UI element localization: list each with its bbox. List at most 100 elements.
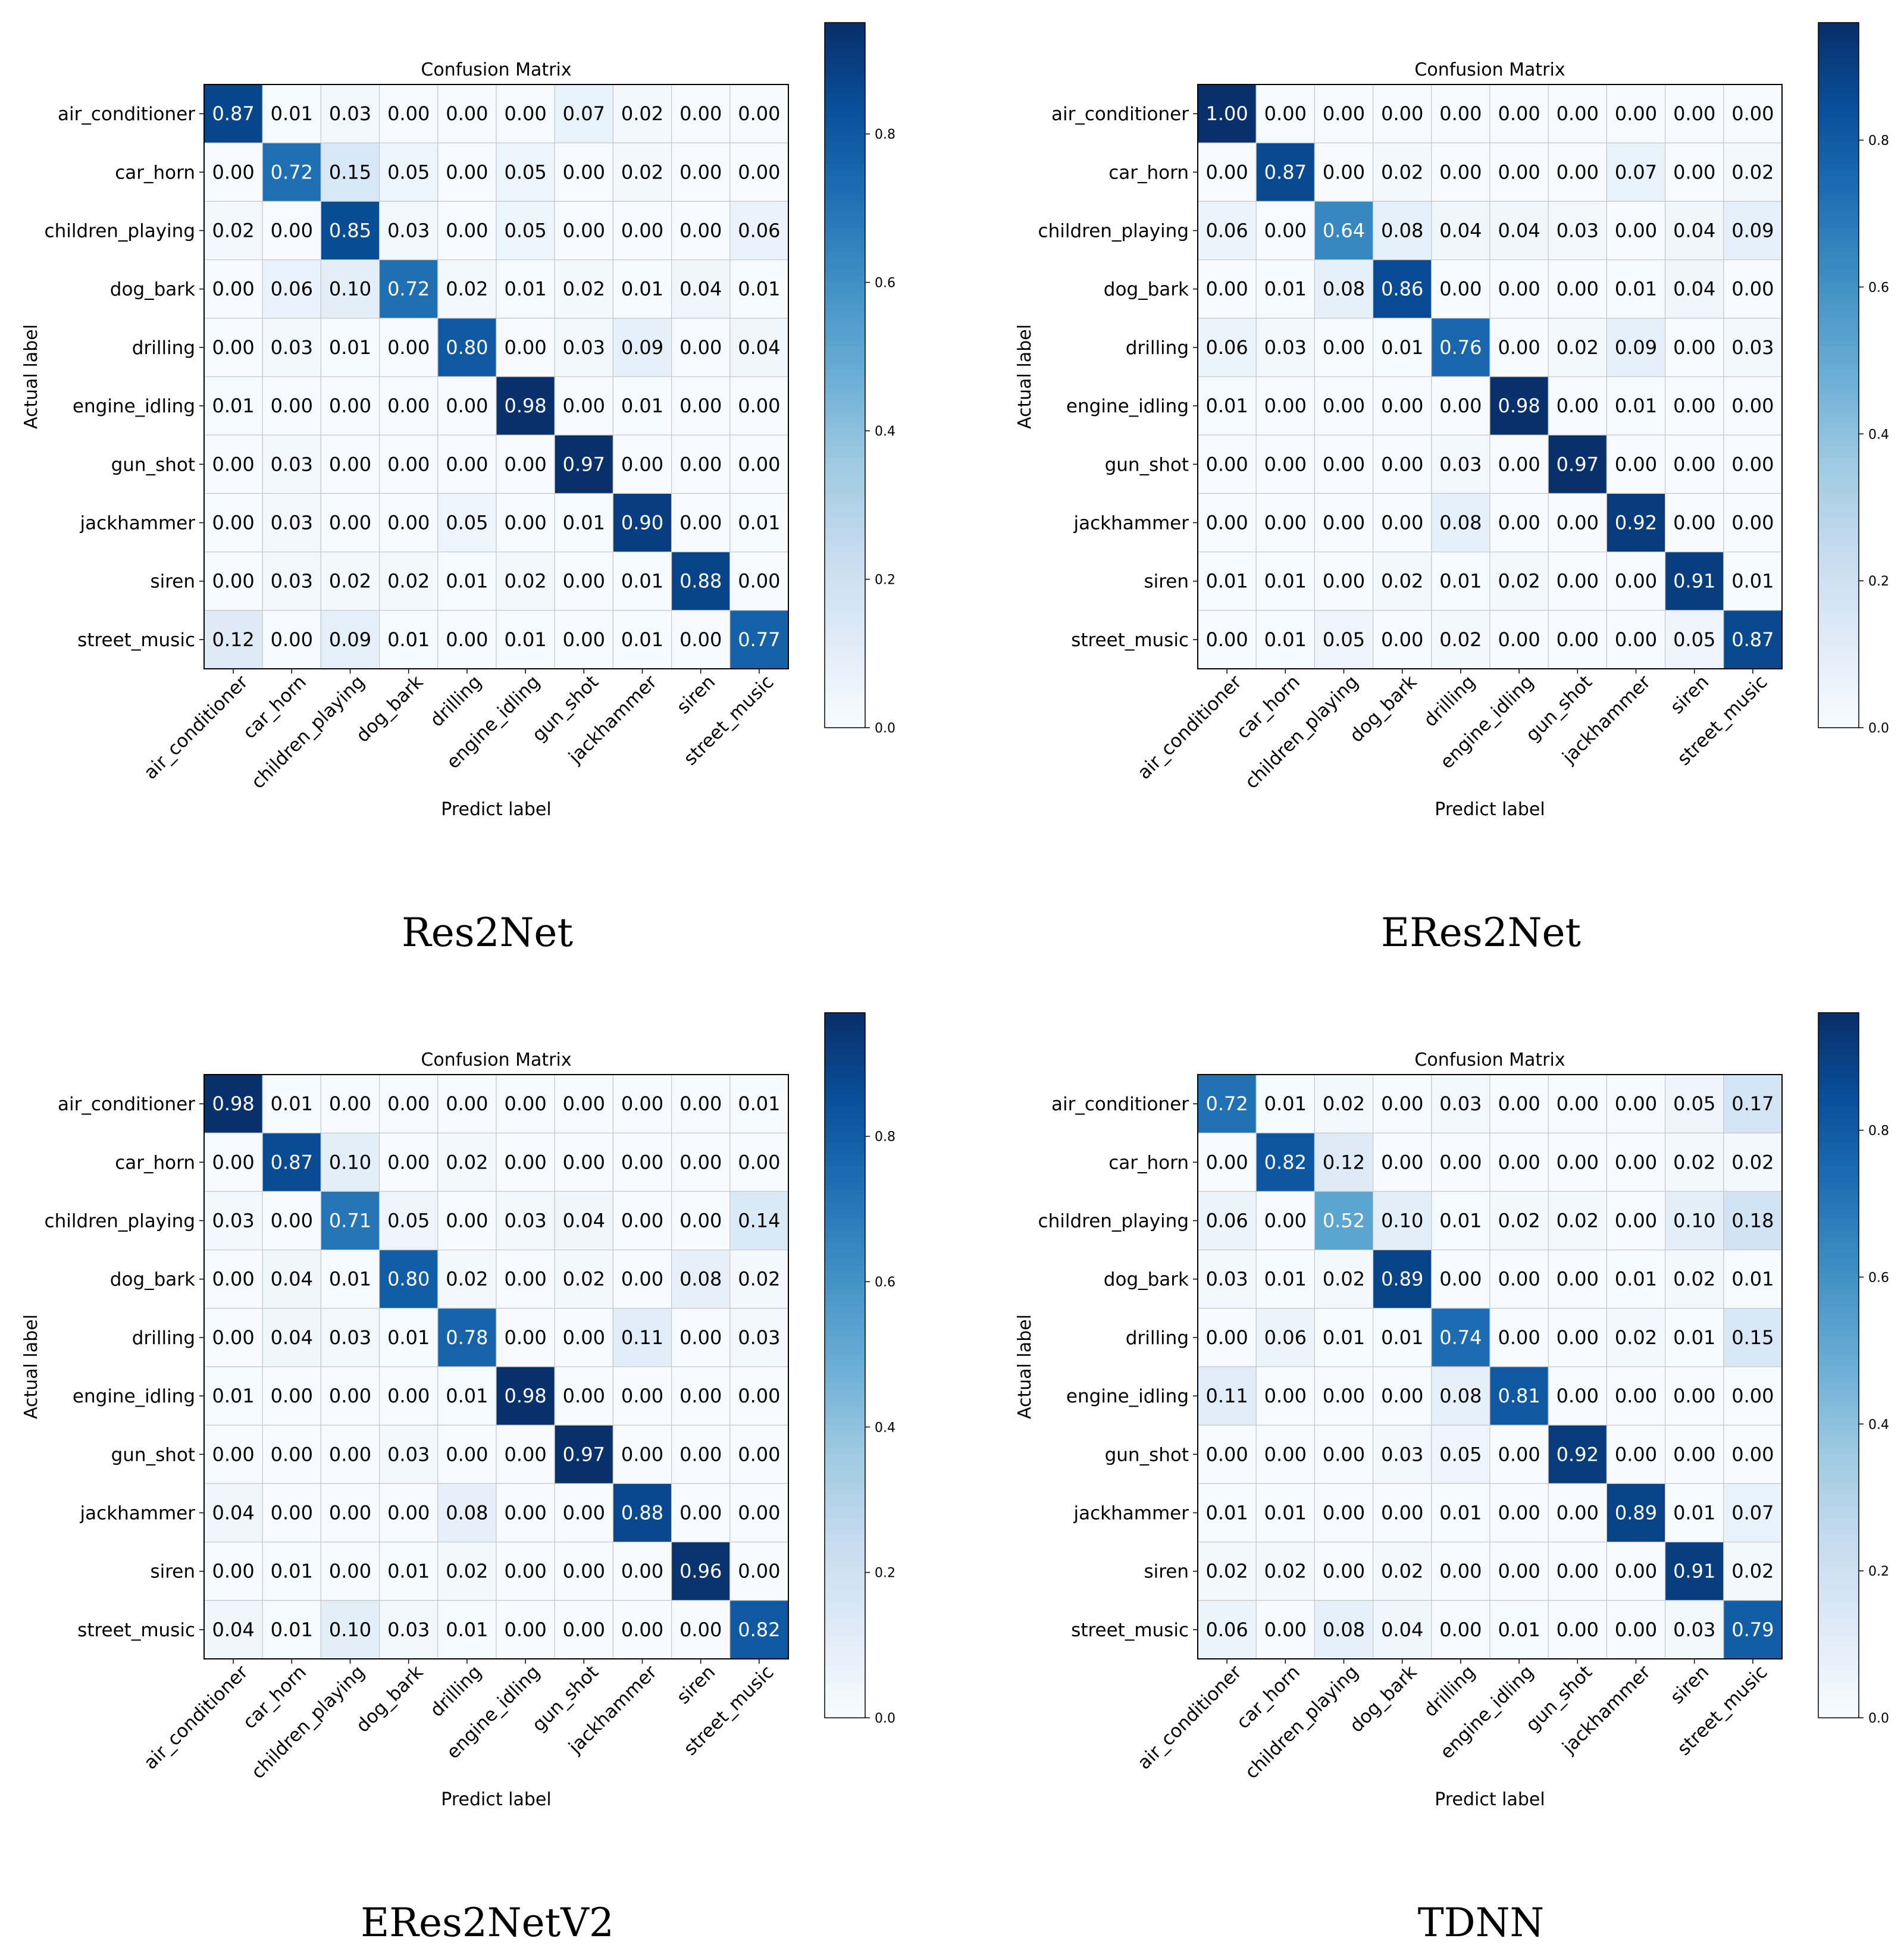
cell-value-label: 0.01	[1381, 336, 1423, 359]
colorbar-strip	[1818, 234, 1859, 241]
cell-value-label: 0.00	[1205, 1151, 1248, 1173]
matrix-cell	[612, 318, 672, 377]
colorbar-strip	[825, 1195, 865, 1201]
cell-value-label: 0.05	[1323, 628, 1365, 651]
colorbar-strip	[825, 28, 865, 35]
cell-value-label: 0.02	[1615, 1326, 1657, 1349]
matrix-cell	[612, 1541, 672, 1601]
colorbar-strip	[825, 1653, 865, 1660]
cell-value-label: 0.00	[1498, 1502, 1540, 1524]
matrix-cell	[554, 1541, 614, 1601]
colorbar-strip	[1818, 269, 1859, 276]
matrix-cell	[1664, 376, 1724, 436]
colorbar-strip	[1818, 387, 1859, 393]
colorbar-strip	[825, 1453, 865, 1460]
colorbar-strip	[1818, 1694, 1859, 1701]
cell-value-label: 0.02	[563, 1268, 605, 1291]
matrix-cell	[437, 201, 497, 261]
cell-value-label: 0.02	[1381, 161, 1423, 183]
matrix-cell	[262, 1250, 322, 1309]
colorbar-strip	[825, 1201, 865, 1207]
matrix-cell	[1664, 493, 1724, 553]
matrix-cell	[1314, 1308, 1374, 1367]
cell-value-label: 0.08	[1439, 1385, 1482, 1407]
cell-value-label: 0.04	[212, 1502, 254, 1524]
matrix-cell	[729, 84, 789, 143]
colorbar-strip	[1818, 322, 1859, 329]
colorbar-frame	[1818, 22, 1859, 728]
colorbar-strip	[1818, 1406, 1859, 1413]
y-tick-label: children_playing	[1038, 1211, 1189, 1232]
colorbar-strip	[1818, 293, 1859, 299]
cell-value-label: 0.03	[1205, 1268, 1248, 1291]
matrix-cell	[1255, 1600, 1316, 1659]
cell-value-label: 0.01	[387, 1326, 430, 1349]
cell-value-label: 0.00	[1439, 394, 1482, 417]
matrix-cell	[1548, 1250, 1608, 1309]
colorbar-strip	[825, 1371, 865, 1378]
colorbar-strip	[825, 1635, 865, 1642]
cell-value-label: 0.00	[504, 1443, 546, 1466]
colorbar-strip	[825, 193, 865, 200]
colorbar-strip	[825, 1465, 865, 1472]
matrix-cell	[612, 1308, 672, 1367]
cell-value-label: 0.00	[212, 336, 254, 359]
cell-value-label: 0.01	[738, 512, 780, 534]
colorbar-strip	[825, 634, 865, 640]
colorbar-strip	[1818, 545, 1859, 552]
colorbar-strip	[825, 81, 865, 88]
colorbar-strip	[825, 1629, 865, 1636]
cell-value-label: 0.01	[1439, 1210, 1482, 1232]
cell-value-label: 0.00	[504, 1618, 546, 1641]
colorbar-strip	[1818, 1606, 1859, 1613]
x-axis-label: Predict label	[441, 1789, 551, 1810]
matrix-cell	[1197, 493, 1257, 553]
cell-value-label: 0.06	[1205, 1618, 1248, 1641]
cell-value-label: 0.01	[1439, 1502, 1482, 1524]
colorbar-strip	[1818, 1688, 1859, 1695]
cell-value-label: 0.98	[504, 394, 546, 417]
cell-value-label: 0.04	[271, 1268, 313, 1291]
colorbar-strip	[1818, 134, 1859, 141]
cell-value-label: 0.92	[1615, 512, 1657, 534]
colorbar-strip	[1818, 1142, 1859, 1148]
matrix-cell	[1314, 318, 1374, 377]
colorbar-strip	[825, 422, 865, 429]
matrix-cell	[1431, 201, 1490, 261]
colorbar-strip	[1818, 675, 1859, 681]
colorbar-tick-label: 0.6	[1868, 280, 1889, 295]
cell-value-label: 0.03	[329, 1326, 371, 1349]
colorbar-strip	[1818, 1553, 1859, 1560]
colorbar-strip	[1818, 1647, 1859, 1654]
colorbar-strip	[1818, 1424, 1859, 1430]
matrix-cell	[729, 434, 789, 494]
matrix-cell	[496, 376, 555, 436]
colorbar-strip	[1818, 1512, 1859, 1519]
cell-value-label: 0.00	[212, 570, 254, 593]
matrix-cell	[1255, 1250, 1316, 1309]
cell-value-label: 0.97	[1557, 453, 1599, 475]
cell-value-label: 0.10	[329, 1618, 371, 1641]
cell-value-label: 0.05	[1673, 1092, 1715, 1115]
cell-value-label: 0.02	[1673, 1151, 1715, 1173]
colorbar-strip	[1818, 1195, 1859, 1201]
colorbar-strip	[1818, 1177, 1859, 1184]
colorbar-strip	[1818, 1165, 1859, 1172]
matrix-cell	[1723, 1366, 1783, 1426]
colorbar-strip	[825, 516, 865, 523]
cell-value-label: 0.03	[1673, 1618, 1715, 1641]
colorbar-strip	[825, 240, 865, 247]
y-tick-label: engine_idling	[73, 396, 195, 417]
cell-value-label: 0.11	[1205, 1385, 1248, 1407]
colorbar-strip	[825, 1083, 865, 1090]
cell-value-label: 0.01	[1205, 394, 1248, 417]
colorbar-strip	[1818, 710, 1859, 717]
colorbar-strip	[825, 46, 865, 53]
colorbar-strip	[825, 340, 865, 346]
colorbar-tick-label: 0.8	[1868, 134, 1889, 149]
colorbar-strip	[825, 616, 865, 623]
model-caption: TDNN	[1418, 1900, 1544, 1946]
y-tick-label: gun_shot	[1105, 1444, 1189, 1466]
cell-value-label: 0.01	[446, 1618, 488, 1641]
colorbar-strip	[825, 434, 865, 440]
